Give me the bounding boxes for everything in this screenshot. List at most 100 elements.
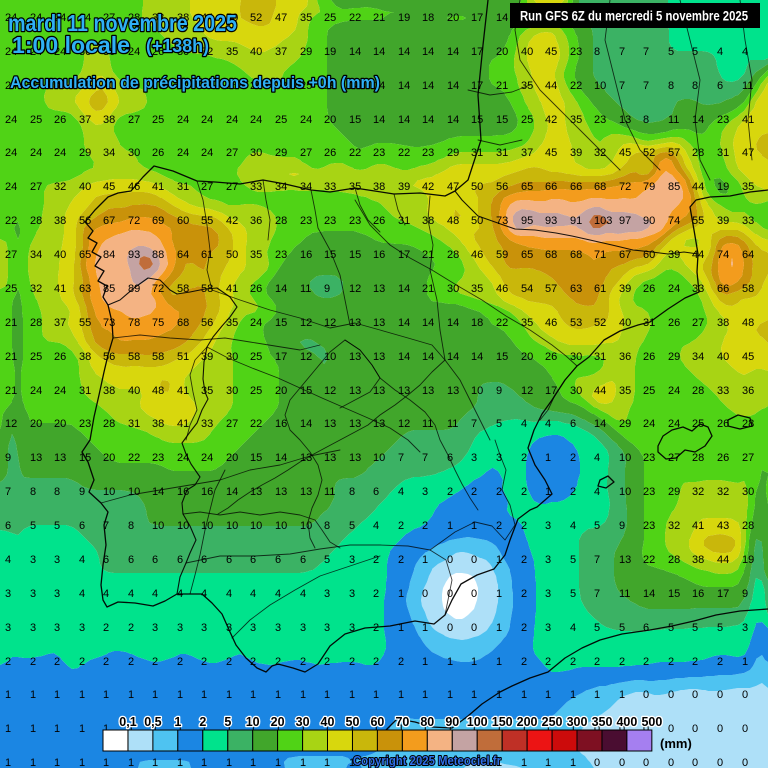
svg-text:1: 1 (422, 622, 428, 634)
svg-text:3: 3 (545, 520, 551, 532)
svg-text:38: 38 (79, 351, 91, 363)
svg-text:13: 13 (349, 418, 361, 430)
svg-text:13: 13 (300, 486, 312, 498)
svg-text:13: 13 (275, 486, 287, 498)
svg-text:41: 41 (742, 114, 754, 126)
svg-text:4: 4 (521, 418, 527, 430)
svg-text:24: 24 (5, 114, 17, 126)
svg-text:42: 42 (545, 114, 557, 126)
svg-text:7: 7 (619, 80, 625, 92)
svg-text:28: 28 (30, 317, 42, 329)
svg-text:23: 23 (324, 215, 336, 227)
svg-text:14: 14 (447, 114, 459, 126)
svg-text:5: 5 (692, 46, 698, 58)
svg-text:41: 41 (177, 418, 189, 430)
svg-text:30: 30 (177, 46, 189, 58)
svg-text:31: 31 (594, 351, 606, 363)
svg-text:27: 27 (226, 147, 238, 159)
svg-text:5: 5 (570, 588, 576, 600)
svg-text:1: 1 (594, 689, 600, 701)
svg-text:1: 1 (275, 723, 281, 735)
svg-text:1: 1 (545, 486, 551, 498)
svg-text:500: 500 (641, 715, 662, 729)
svg-text:73: 73 (496, 215, 508, 227)
svg-text:0: 0 (619, 757, 625, 768)
svg-text:250: 250 (542, 715, 563, 729)
svg-text:7: 7 (643, 80, 649, 92)
svg-text:28: 28 (103, 418, 115, 430)
svg-text:1: 1 (226, 757, 232, 768)
svg-text:mardi 11 novembre 2025: mardi 11 novembre 2025 (8, 10, 237, 36)
svg-text:29: 29 (668, 486, 680, 498)
svg-text:26: 26 (668, 317, 680, 329)
svg-text:45: 45 (742, 351, 754, 363)
svg-text:2: 2 (5, 656, 11, 668)
svg-text:32: 32 (594, 147, 606, 159)
svg-text:17: 17 (545, 385, 557, 397)
svg-text:23: 23 (349, 215, 361, 227)
svg-text:56: 56 (79, 215, 91, 227)
svg-text:1: 1 (496, 689, 502, 701)
svg-text:1: 1 (471, 689, 477, 701)
svg-text:20: 20 (103, 452, 115, 464)
svg-text:3: 3 (226, 622, 232, 634)
svg-text:39: 39 (668, 249, 680, 261)
svg-text:65: 65 (79, 249, 91, 261)
svg-text:7: 7 (5, 486, 11, 498)
svg-text:1: 1 (496, 656, 502, 668)
svg-text:24: 24 (201, 452, 213, 464)
svg-text:32: 32 (201, 46, 213, 58)
svg-text:11: 11 (619, 588, 630, 600)
svg-text:13: 13 (349, 317, 361, 329)
svg-text:1: 1 (447, 723, 453, 735)
svg-text:1: 1 (275, 689, 281, 701)
svg-text:0: 0 (594, 723, 600, 735)
svg-text:60: 60 (177, 215, 189, 227)
svg-text:10: 10 (471, 385, 483, 397)
svg-text:10: 10 (226, 520, 238, 532)
svg-text:6: 6 (275, 554, 281, 566)
svg-text:50: 50 (471, 215, 483, 227)
svg-text:25: 25 (30, 114, 42, 126)
svg-text:23: 23 (422, 147, 434, 159)
svg-text:14: 14 (398, 317, 410, 329)
svg-text:23: 23 (275, 249, 287, 261)
svg-text:93: 93 (128, 249, 140, 261)
svg-text:Run GFS 6Z du mercredi 5 novem: Run GFS 6Z du mercredi 5 novembre 2025 (520, 9, 748, 24)
svg-text:90: 90 (445, 715, 459, 729)
svg-text:1: 1 (177, 757, 183, 768)
svg-text:9: 9 (79, 486, 85, 498)
svg-text:36: 36 (742, 385, 754, 397)
svg-text:24: 24 (226, 114, 238, 126)
svg-text:2: 2 (570, 486, 576, 498)
svg-text:17: 17 (471, 12, 483, 24)
svg-text:15: 15 (349, 249, 361, 261)
svg-text:2: 2 (373, 622, 379, 634)
svg-text:46: 46 (545, 317, 557, 329)
svg-text:2: 2 (250, 656, 256, 668)
svg-text:13: 13 (300, 452, 312, 464)
svg-text:14: 14 (422, 80, 434, 92)
svg-text:13: 13 (422, 385, 434, 397)
svg-text:3: 3 (349, 588, 355, 600)
svg-text:24: 24 (128, 46, 140, 58)
svg-text:41: 41 (692, 520, 704, 532)
svg-text:5: 5 (349, 520, 355, 532)
svg-text:6: 6 (79, 520, 85, 532)
svg-text:2: 2 (521, 554, 527, 566)
svg-text:8: 8 (30, 486, 36, 498)
svg-text:25: 25 (643, 385, 655, 397)
svg-text:30: 30 (570, 351, 582, 363)
svg-text:2: 2 (128, 622, 134, 634)
svg-text:22: 22 (570, 80, 582, 92)
svg-text:23: 23 (300, 215, 312, 227)
svg-text:2: 2 (471, 486, 477, 498)
svg-text:29: 29 (128, 80, 140, 92)
svg-text:17: 17 (717, 588, 729, 600)
svg-text:2: 2 (717, 656, 723, 668)
svg-text:1: 1 (398, 622, 404, 634)
svg-text:28: 28 (30, 215, 42, 227)
svg-text:11: 11 (742, 80, 753, 92)
svg-text:0: 0 (471, 554, 477, 566)
svg-text:23: 23 (373, 147, 385, 159)
